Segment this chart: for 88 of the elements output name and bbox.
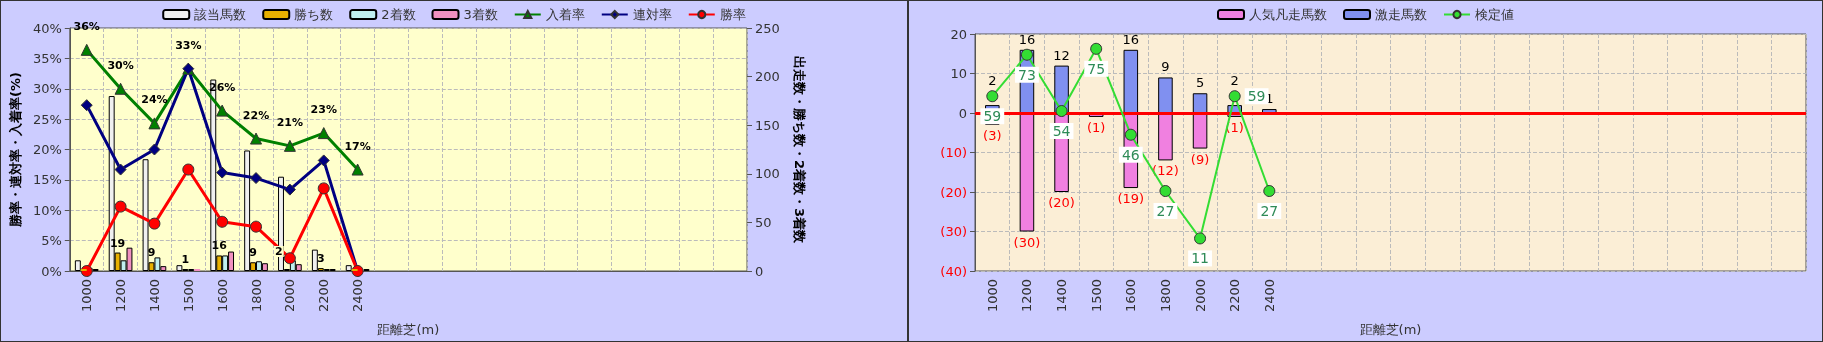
- data-label: 11: [1191, 250, 1209, 267]
- data-label: 30%: [107, 58, 134, 72]
- legend-label: 3着数: [463, 7, 498, 22]
- data-label: (9): [1190, 151, 1210, 167]
- data-label: 23%: [310, 103, 337, 117]
- legend-label: 検定値: [1475, 7, 1514, 22]
- y-tick-label: 0%: [41, 263, 62, 279]
- x-tick-label: 2000: [282, 279, 298, 313]
- data-label: 46: [1121, 146, 1140, 163]
- x-tick-label: 1200: [113, 279, 129, 313]
- x-tick-label: 1000: [79, 279, 95, 313]
- data-label: 36%: [73, 19, 100, 33]
- x-tick-label: 2200: [316, 279, 332, 313]
- data-label: 33%: [175, 38, 202, 52]
- x-tick-label: 1000: [984, 279, 1000, 313]
- data-label: 59: [1247, 88, 1266, 105]
- data-label: (20): [1048, 195, 1075, 210]
- y-tick-label: 10%: [32, 202, 62, 218]
- x-tick-label: 1800: [1157, 279, 1173, 313]
- x-tick-label: 2000: [1192, 279, 1208, 313]
- data-label: 2: [1230, 73, 1239, 89]
- y-axis-title: 勝率・連対率・入着率(%): [8, 72, 23, 228]
- x-tick-label: 1400: [146, 279, 162, 313]
- y-tick-label: 15%: [32, 172, 62, 188]
- x-tick-label: 1800: [248, 279, 264, 313]
- data-label: (1): [1086, 119, 1106, 135]
- x-tick-label: 2200: [1227, 279, 1243, 313]
- y2-tick-label: 200: [755, 69, 780, 85]
- x-tick-label: 2400: [350, 279, 366, 313]
- data-label: 73: [1018, 66, 1036, 83]
- data-label: 9: [1161, 59, 1170, 75]
- x-tick-label: 1500: [1088, 279, 1104, 313]
- y-tick-label: 20%: [32, 142, 62, 157]
- data-label: 5: [1195, 75, 1205, 91]
- legend-label: 激走馬数: [1375, 7, 1427, 22]
- data-label: 54: [1052, 123, 1071, 140]
- x-tick-label: 1500: [180, 279, 196, 313]
- y-tick-label: 0: [958, 105, 967, 121]
- y2-tick-label: 150: [755, 117, 780, 133]
- data-label: 21%: [276, 115, 304, 129]
- y-tick-label: (30): [940, 224, 967, 239]
- y-tick-label: 20: [950, 26, 967, 42]
- x-tick-label: 2400: [1261, 279, 1277, 313]
- data-label: 9: [147, 246, 156, 260]
- y-tick-label: 5%: [41, 233, 62, 249]
- y-tick-label: (40): [940, 263, 967, 279]
- y-tick-label: 30%: [32, 81, 62, 97]
- data-label: 2: [275, 245, 283, 258]
- y2-tick-label: 50: [755, 214, 772, 230]
- legend-label: 連対率: [632, 7, 672, 22]
- y-tick-label: 40%: [32, 20, 62, 36]
- y-tick-label: 35%: [32, 50, 62, 66]
- data-label: (19): [1117, 191, 1145, 207]
- data-label: 12: [1053, 47, 1070, 63]
- legend-label: 入着率: [545, 7, 585, 22]
- x-tick-label: 1200: [1019, 279, 1035, 313]
- data-label: 16: [1122, 31, 1140, 47]
- legend-label: 人気凡走馬数: [1249, 7, 1327, 22]
- data-label: 17%: [344, 139, 371, 153]
- y2-tick-label: 0: [755, 263, 764, 279]
- data-label: 59: [983, 108, 1002, 125]
- y2-tick-label: 250: [755, 20, 780, 36]
- data-label: 27: [1260, 203, 1279, 220]
- data-label: 1: [181, 253, 190, 266]
- y-tick-label: (20): [940, 184, 967, 200]
- legend-label: 勝率: [719, 7, 746, 22]
- y-tick-label: 25%: [32, 111, 62, 127]
- data-label: 24%: [141, 93, 168, 107]
- y2-tick-label: 100: [755, 166, 780, 182]
- x-tick-label: 1600: [1123, 279, 1139, 313]
- legend-label: 該当馬数: [194, 7, 247, 22]
- legend-label: 2着数: [381, 7, 416, 22]
- data-label: 22%: [242, 108, 270, 122]
- x-axis-title: 距離芝(m): [1359, 322, 1422, 337]
- y2-axis-title: 出走数・勝ち数・2着数・3着数: [792, 55, 807, 245]
- data-label: 2: [988, 73, 997, 89]
- y-tick-label: 10: [950, 66, 967, 81]
- x-tick-label: 1400: [1054, 279, 1070, 313]
- data-label: 75: [1087, 60, 1106, 77]
- x-tick-label: 1600: [214, 279, 230, 313]
- legend-label: 勝ち数: [294, 7, 334, 22]
- data-label: (30): [1013, 234, 1041, 250]
- x-axis-title: 距離芝(m): [377, 322, 440, 337]
- y-tick-label: (10): [940, 145, 967, 160]
- data-label: 9: [249, 246, 257, 260]
- data-label: (3): [983, 127, 1002, 143]
- data-label: 16: [1018, 31, 1036, 47]
- data-label: 27: [1156, 203, 1175, 220]
